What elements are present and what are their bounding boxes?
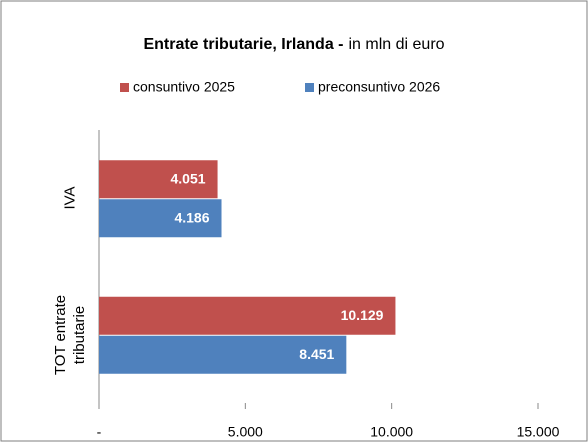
- bar: [99, 335, 347, 374]
- bar: [99, 296, 396, 335]
- x-tick-label: 10.000: [370, 424, 413, 440]
- x-tick-label: -: [97, 424, 102, 440]
- data-label: 10.129: [341, 307, 384, 323]
- y-tick-label: TOT entrate tributarie: [52, 294, 88, 375]
- data-label: 4.186: [174, 209, 209, 225]
- bar: [99, 160, 218, 199]
- bar: [99, 199, 222, 238]
- x-tick-label: 15.000: [517, 424, 560, 440]
- legend-swatch: [120, 83, 129, 92]
- data-label: 4.051: [171, 170, 206, 186]
- x-tick-label: 5.000: [228, 424, 263, 440]
- legend-label: consuntivo 2025: [133, 79, 235, 95]
- legend-swatch: [305, 83, 314, 92]
- chart-subtitle: in mln di euro: [349, 36, 445, 53]
- data-label: 8.451: [299, 346, 334, 362]
- y-tick-label: IVA: [61, 186, 79, 210]
- legend-label: preconsuntivo 2026: [318, 79, 440, 95]
- chart-title: Entrate tributarie, Irlanda -: [143, 36, 343, 53]
